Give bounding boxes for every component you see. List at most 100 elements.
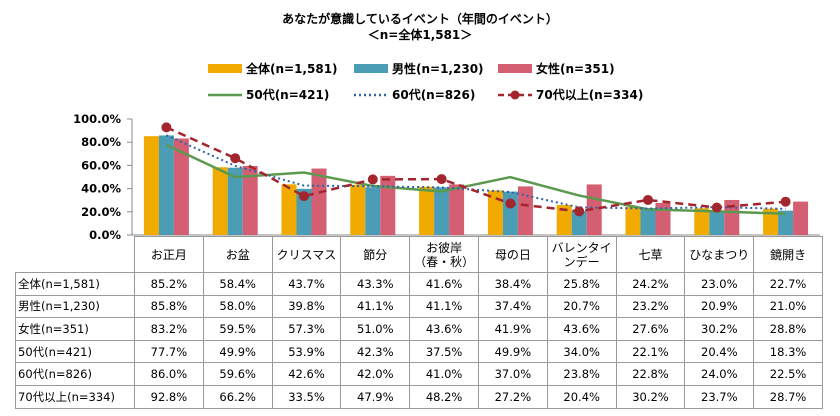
- table-row: 男性(n=1,230) 85.8% 58.0% 39.8% 41.1% 41.1% 37.4…: [15, 294, 823, 319]
- series-line: [165, 143, 786, 216]
- legend-item: 70代以上(n=334): [498, 86, 643, 103]
- category-label: バレンタイ ンデー: [546, 236, 617, 273]
- category-label: ひなまつり: [684, 236, 755, 273]
- row-label: 男性(n=1,230): [15, 294, 135, 319]
- bar: [449, 184, 465, 235]
- y-tick-label: 40.0%: [81, 182, 121, 196]
- table-cell: 58.4%: [202, 272, 273, 296]
- bar: [709, 210, 725, 235]
- table-cell: 22.1%: [615, 339, 686, 364]
- legend-item: 女性(n=351): [498, 60, 615, 77]
- bar: [311, 168, 327, 235]
- table-cell: 41.1%: [409, 294, 479, 319]
- line-marker: [780, 196, 791, 207]
- table-cell: 23.7%: [684, 384, 755, 409]
- table-row: 60代(n=826) 86.0% 59.6% 42.6% 42.0% 41.0% 37.0%…: [15, 362, 823, 386]
- category-label: お盆: [202, 236, 273, 273]
- table-cell: 37.4%: [477, 294, 548, 319]
- table-cell: 43.3%: [340, 272, 411, 296]
- table-row: 女性(n=351) 83.2% 59.5% 57.3% 51.0% 43.6% 41.9% 4…: [15, 317, 823, 341]
- line-marker: [367, 174, 378, 185]
- table-cell: 42.6%: [271, 362, 342, 386]
- legend-label: 女性(n=351): [536, 62, 615, 76]
- table-cell: 24.2%: [615, 272, 686, 296]
- category-label: お正月: [134, 236, 204, 273]
- table-cell: 25.8%: [546, 272, 617, 296]
- bar: [173, 138, 189, 235]
- line-marker: [161, 122, 172, 133]
- table-header-row: お正月 お盆 クリスマス 節分 お彼岸 （春・秋） 母の日 バレンタイ ンデー 七草 ひなまつり 鏡開…: [15, 236, 823, 273]
- table-cell: 51.0%: [340, 317, 411, 341]
- table-cell: 20.4%: [684, 339, 755, 364]
- table-cell: 23.8%: [546, 362, 617, 386]
- legend-item: 60代(n=826): [354, 86, 475, 103]
- line-marker: [574, 206, 585, 217]
- bar: [158, 135, 174, 235]
- table-cell: 85.8%: [134, 294, 204, 319]
- series-line: [165, 126, 786, 213]
- table-cell: 22.7%: [753, 272, 823, 296]
- table-cell: 28.7%: [753, 384, 823, 409]
- table-cell: 22.8%: [615, 362, 686, 386]
- bar: [296, 188, 312, 235]
- table-cell: 42.3%: [340, 339, 411, 364]
- series-line: [165, 134, 786, 210]
- y-tick-label: 60.0%: [81, 158, 121, 172]
- line-marker: [436, 174, 447, 185]
- bar: [571, 210, 587, 235]
- table-cell: 77.7%: [134, 339, 204, 364]
- table-cell: 38.4%: [477, 272, 548, 296]
- table-cell: 22.5%: [753, 362, 823, 386]
- category-label: 母の日: [477, 236, 548, 273]
- table-cell: 42.0%: [340, 362, 411, 386]
- category-label: クリスマス: [271, 236, 342, 273]
- data-table: お正月 お盆 クリスマス 節分 お彼岸 （春・秋） 母の日 バレンタイ ンデー 七草 ひなまつり 鏡開…: [15, 236, 823, 409]
- category-label: お彼岸 （春・秋）: [409, 236, 479, 273]
- table-cell: 59.6%: [202, 362, 273, 386]
- chart-subtitle: ＜n=全体1,581＞: [367, 28, 473, 42]
- legend-line: [354, 93, 388, 96]
- legend-swatch: [354, 64, 388, 73]
- table-cell: 24.0%: [684, 362, 755, 386]
- bar: [212, 167, 228, 235]
- category-label: 節分: [340, 236, 411, 273]
- table-cell: 27.6%: [615, 317, 686, 341]
- table-cell: 58.0%: [202, 294, 273, 319]
- table-cell: 49.9%: [202, 339, 273, 364]
- table-cell: 28.8%: [753, 317, 823, 341]
- bar: [502, 191, 518, 235]
- bar: [419, 186, 435, 235]
- table-cell: 83.2%: [134, 317, 204, 341]
- legend-item: 男性(n=1,230): [354, 60, 484, 77]
- row-label: 女性(n=351): [15, 317, 135, 341]
- table-cell: 37.0%: [477, 362, 548, 386]
- bar: [487, 190, 503, 235]
- table-cell: 41.6%: [409, 272, 479, 296]
- y-tick-label: 20.0%: [81, 205, 121, 219]
- table-cell: 41.1%: [340, 294, 411, 319]
- legend-label: 50代(n=421): [246, 88, 330, 102]
- table-cell: 30.2%: [684, 317, 755, 341]
- bar: [655, 202, 671, 235]
- table-cell: 43.7%: [271, 272, 342, 296]
- table-cell: 43.6%: [409, 317, 479, 341]
- row-label: 50代(n=421): [15, 339, 135, 364]
- bar: [281, 184, 297, 235]
- bar: [724, 199, 740, 235]
- bar: [625, 206, 641, 235]
- table-row: 70代以上(n=334) 92.8% 66.2% 33.5% 47.9% 48.2% 27.…: [15, 384, 823, 409]
- table-cell: 23.0%: [684, 272, 755, 296]
- row-label: 60代(n=826): [15, 362, 135, 386]
- table-cell: 33.5%: [271, 384, 342, 409]
- bar: [350, 184, 366, 235]
- legend-line: [208, 93, 242, 96]
- legend-label: 60代(n=826): [392, 88, 476, 102]
- table-cell: 92.8%: [134, 384, 204, 409]
- bar: [556, 205, 572, 235]
- bar: [242, 165, 258, 235]
- row-label: 70代以上(n=334): [15, 384, 135, 409]
- bar: [380, 175, 396, 235]
- table-cell: 41.0%: [409, 362, 479, 386]
- table-cell: 41.9%: [477, 317, 548, 341]
